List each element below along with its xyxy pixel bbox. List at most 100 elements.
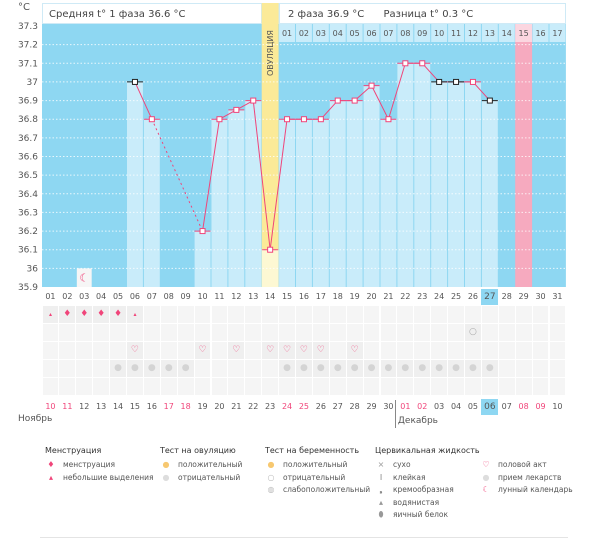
empty-cell[interactable]: [245, 342, 262, 359]
empty-cell[interactable]: [42, 324, 59, 341]
empty-cell[interactable]: [397, 378, 414, 395]
empty-cell[interactable]: [177, 342, 194, 359]
empty-cell[interactable]: [380, 342, 397, 359]
empty-cell[interactable]: [414, 378, 431, 395]
empty-cell[interactable]: [515, 378, 532, 395]
calendar-date[interactable]: 18: [180, 402, 191, 411]
heart-icon[interactable]: ♡: [127, 342, 143, 359]
empty-cell[interactable]: [532, 378, 549, 395]
empty-cell[interactable]: [160, 342, 177, 359]
empty-cell[interactable]: [498, 324, 515, 341]
pregnancy-test-negative-icon[interactable]: ○: [465, 324, 481, 341]
cycle-day-label[interactable]: 17: [315, 292, 326, 301]
empty-cell[interactable]: [76, 342, 93, 359]
cycle-day-label[interactable]: 15: [281, 292, 293, 301]
pill-icon[interactable]: ●: [380, 360, 397, 377]
pill-icon[interactable]: ●: [110, 360, 126, 377]
empty-cell[interactable]: [93, 324, 110, 341]
empty-cell[interactable]: [397, 324, 414, 341]
empty-cell[interactable]: [363, 306, 380, 323]
empty-cell[interactable]: [549, 360, 566, 377]
empty-cell[interactable]: [448, 342, 464, 359]
pill-icon[interactable]: ●: [312, 360, 329, 377]
empty-cell[interactable]: [127, 324, 143, 341]
empty-cell[interactable]: [532, 360, 549, 377]
calendar-date[interactable]: 19: [197, 402, 208, 411]
calendar-date[interactable]: 15: [129, 402, 141, 411]
cycle-day-label[interactable]: 12: [231, 292, 242, 301]
calendar-date[interactable]: 03: [434, 402, 445, 411]
empty-cell[interactable]: [110, 342, 126, 359]
cycle-day-label[interactable]: 09: [180, 292, 191, 301]
empty-cell[interactable]: [127, 378, 143, 395]
calendar-date[interactable]: 07: [501, 402, 512, 411]
pill-icon[interactable]: ●: [160, 360, 177, 377]
empty-cell[interactable]: [498, 378, 515, 395]
empty-cell[interactable]: [211, 378, 228, 395]
empty-cell[interactable]: [194, 306, 211, 323]
empty-cell[interactable]: [76, 378, 93, 395]
pill-icon[interactable]: ●: [481, 360, 498, 377]
empty-cell[interactable]: [262, 378, 279, 395]
empty-cell[interactable]: [59, 360, 76, 377]
empty-cell[interactable]: [245, 324, 262, 341]
empty-cell[interactable]: [515, 342, 532, 359]
empty-cell[interactable]: [279, 324, 295, 341]
empty-cell[interactable]: [515, 360, 532, 377]
calendar-date[interactable]: 17: [163, 402, 174, 411]
empty-cell[interactable]: [211, 306, 228, 323]
empty-cell[interactable]: [329, 342, 346, 359]
empty-cell[interactable]: [312, 324, 329, 341]
menstruation-icon[interactable]: ♦: [110, 306, 126, 323]
heart-icon[interactable]: ♡: [228, 342, 245, 359]
cycle-day-label[interactable]: 23: [417, 292, 428, 301]
empty-cell[interactable]: [228, 306, 245, 323]
empty-cell[interactable]: [481, 378, 498, 395]
calendar-date[interactable]: 26: [315, 402, 326, 411]
calendar-date[interactable]: 09: [535, 402, 546, 411]
calendar-date[interactable]: 10: [45, 402, 56, 411]
empty-cell[interactable]: [143, 306, 160, 323]
empty-cell[interactable]: [380, 324, 397, 341]
calendar-date[interactable]: 08: [518, 402, 529, 411]
cycle-day-label[interactable]: 28: [501, 292, 512, 301]
heart-icon[interactable]: ♡: [312, 342, 329, 359]
calendar-date[interactable]: 22: [248, 402, 259, 411]
empty-cell[interactable]: [177, 378, 194, 395]
pill-icon[interactable]: ●: [296, 360, 312, 377]
cycle-day-label[interactable]: 01: [45, 292, 56, 301]
calendar-date[interactable]: 29: [366, 402, 377, 411]
cycle-day-label[interactable]: 21: [383, 292, 394, 301]
empty-cell[interactable]: [194, 378, 211, 395]
empty-cell[interactable]: [262, 360, 279, 377]
empty-cell[interactable]: [312, 378, 329, 395]
cycle-day-label[interactable]: 24: [434, 292, 445, 301]
pill-icon[interactable]: ●: [465, 360, 481, 377]
cycle-day-label[interactable]: 08: [163, 292, 174, 301]
empty-cell[interactable]: [448, 378, 464, 395]
menstruation-icon[interactable]: ▴: [127, 306, 143, 323]
cycle-day-label[interactable]: 29: [518, 292, 529, 301]
empty-cell[interactable]: [515, 306, 532, 323]
pill-icon[interactable]: ●: [414, 360, 431, 377]
empty-cell[interactable]: [211, 360, 228, 377]
menstruation-icon[interactable]: ▴: [42, 306, 59, 323]
empty-cell[interactable]: [211, 324, 228, 341]
empty-cell[interactable]: [228, 378, 245, 395]
empty-cell[interactable]: [448, 306, 464, 323]
empty-cell[interactable]: [431, 324, 448, 341]
empty-cell[interactable]: [177, 324, 194, 341]
menstruation-icon[interactable]: ♦: [93, 306, 110, 323]
pill-icon[interactable]: ●: [397, 360, 414, 377]
empty-cell[interactable]: [177, 306, 194, 323]
empty-cell[interactable]: [549, 342, 566, 359]
empty-cell[interactable]: [93, 378, 110, 395]
menstruation-icon[interactable]: ♦: [59, 306, 76, 323]
cycle-day-label[interactable]: 04: [96, 292, 107, 301]
empty-cell[interactable]: [42, 378, 59, 395]
empty-cell[interactable]: [532, 306, 549, 323]
cycle-day-label[interactable]: 05: [112, 292, 124, 301]
cycle-day-label[interactable]: 31: [552, 292, 563, 301]
cycle-day-label[interactable]: 18: [332, 292, 343, 301]
empty-cell[interactable]: [498, 360, 515, 377]
